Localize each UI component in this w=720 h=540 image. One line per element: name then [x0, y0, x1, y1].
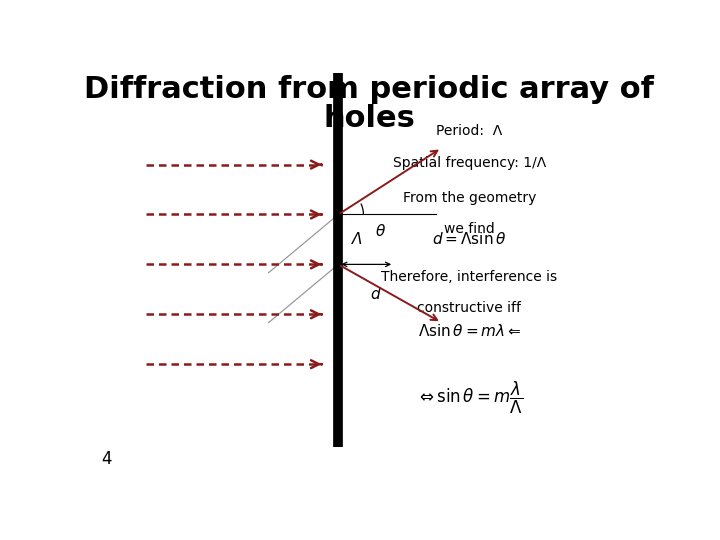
Text: we find: we find — [444, 222, 495, 236]
Text: holes: holes — [323, 104, 415, 133]
Text: Diffraction from periodic array of: Diffraction from periodic array of — [84, 75, 654, 104]
Text: $\Leftrightarrow \sin\theta = m\dfrac{\lambda}{\Lambda}$: $\Leftrightarrow \sin\theta = m\dfrac{\l… — [416, 379, 523, 416]
Text: d: d — [371, 287, 380, 302]
Text: Spatial frequency: 1/Λ: Spatial frequency: 1/Λ — [393, 156, 546, 170]
Text: From the geometry: From the geometry — [402, 191, 536, 205]
Text: Λ: Λ — [352, 232, 363, 247]
Text: θ: θ — [375, 224, 385, 239]
Text: $\Lambda \sin\theta = m\lambda \Leftarrow$: $\Lambda \sin\theta = m\lambda \Leftarro… — [418, 323, 521, 339]
Text: $d = \Lambda \sin\theta$: $d = \Lambda \sin\theta$ — [432, 232, 507, 247]
Text: Therefore, interference is: Therefore, interference is — [382, 270, 557, 284]
Text: 4: 4 — [101, 450, 112, 468]
Text: Period:  Λ: Period: Λ — [436, 124, 503, 138]
Text: constructive iff: constructive iff — [418, 301, 521, 315]
